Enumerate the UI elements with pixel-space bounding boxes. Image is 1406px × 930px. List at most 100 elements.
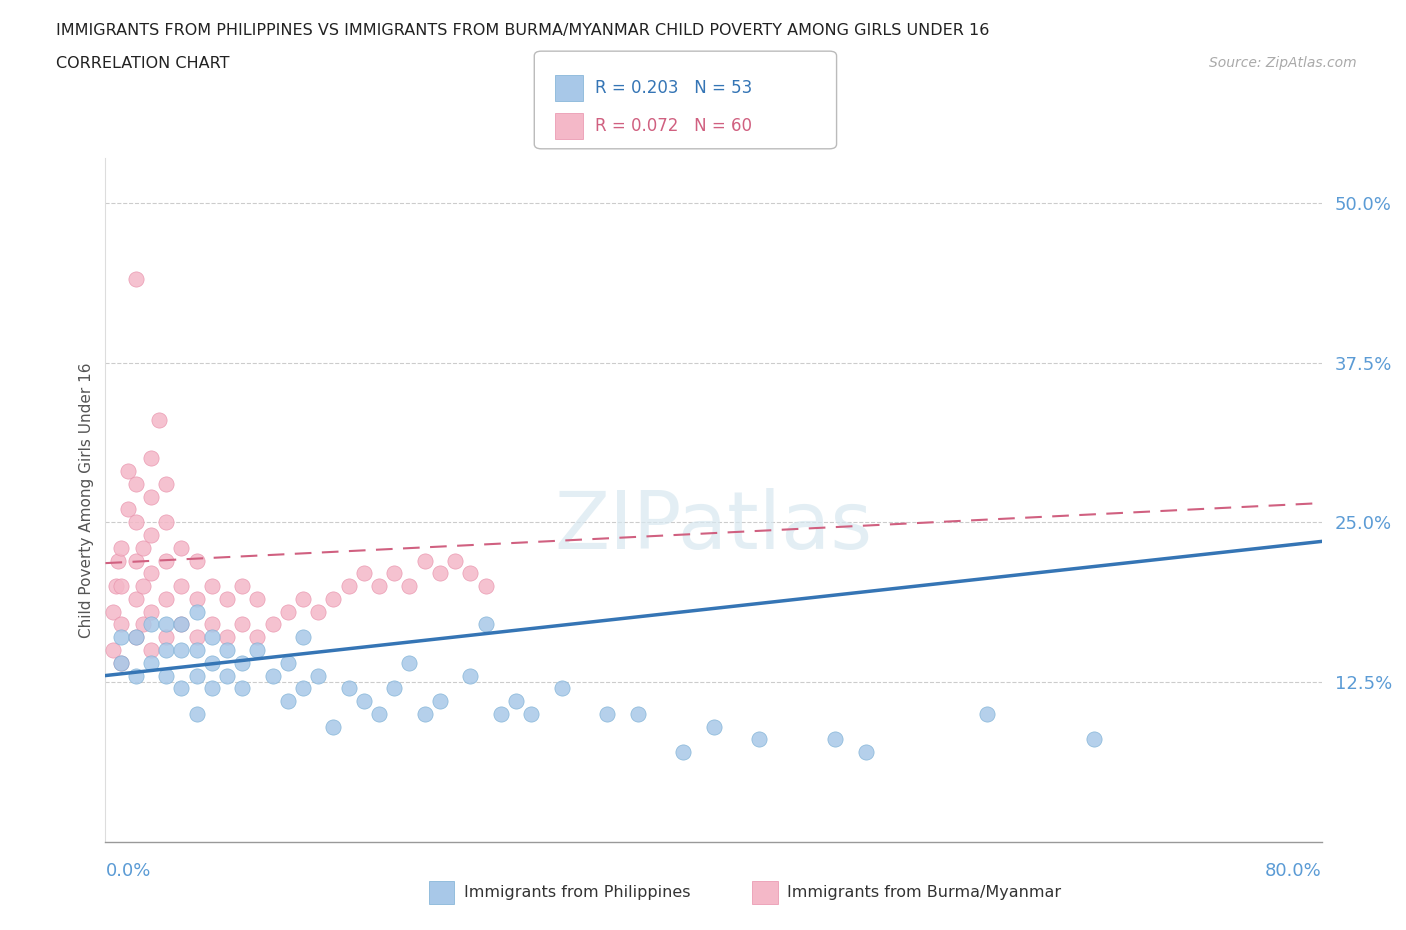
Point xyxy=(139,656,162,671)
Text: CORRELATION CHART: CORRELATION CHART xyxy=(56,56,229,71)
Point xyxy=(125,515,148,530)
Point xyxy=(148,413,170,428)
Point xyxy=(382,681,405,696)
Point xyxy=(139,565,162,580)
Point xyxy=(353,565,375,580)
Point xyxy=(429,694,451,709)
Y-axis label: Child Poverty Among Girls Under 16: Child Poverty Among Girls Under 16 xyxy=(79,362,94,638)
Point xyxy=(125,553,148,568)
Point xyxy=(117,464,139,479)
Point xyxy=(307,668,329,683)
Point xyxy=(307,604,329,619)
Point xyxy=(155,515,177,530)
Point xyxy=(322,591,344,606)
Point xyxy=(139,527,162,542)
Point xyxy=(110,540,132,555)
Point xyxy=(132,540,155,555)
Point xyxy=(246,630,269,644)
Point xyxy=(110,578,132,593)
Point xyxy=(262,668,284,683)
Point xyxy=(596,707,619,722)
Point xyxy=(550,681,572,696)
Point xyxy=(170,643,193,658)
Point xyxy=(292,681,315,696)
Point xyxy=(976,707,998,722)
Point xyxy=(125,272,148,287)
Point xyxy=(110,656,132,671)
Point xyxy=(337,681,360,696)
Point xyxy=(117,502,139,517)
Point xyxy=(170,617,193,631)
Point xyxy=(139,643,162,658)
Point xyxy=(125,630,148,644)
Point xyxy=(748,732,770,747)
Point xyxy=(444,553,467,568)
Point xyxy=(368,578,391,593)
Point xyxy=(413,707,436,722)
Point xyxy=(505,694,527,709)
Point xyxy=(139,604,162,619)
Point xyxy=(413,553,436,568)
Point xyxy=(170,617,193,631)
Point xyxy=(277,604,299,619)
Point xyxy=(155,553,177,568)
Point xyxy=(474,578,496,593)
Point xyxy=(186,630,208,644)
Point xyxy=(186,553,208,568)
Point xyxy=(217,630,239,644)
Point xyxy=(201,656,224,671)
Point xyxy=(231,656,253,671)
Text: IMMIGRANTS FROM PHILIPPINES VS IMMIGRANTS FROM BURMA/MYANMAR CHILD POVERTY AMONG: IMMIGRANTS FROM PHILIPPINES VS IMMIGRANT… xyxy=(56,23,990,38)
Point xyxy=(101,604,124,619)
Point xyxy=(155,630,177,644)
Point xyxy=(155,643,177,658)
Point xyxy=(101,643,124,658)
Point xyxy=(368,707,391,722)
Point xyxy=(110,617,132,631)
Text: ZIPatlas: ZIPatlas xyxy=(554,488,873,566)
Text: R = 0.072   N = 60: R = 0.072 N = 60 xyxy=(595,116,752,135)
Point xyxy=(125,630,148,644)
Point xyxy=(337,578,360,593)
Point xyxy=(398,578,420,593)
Point xyxy=(186,643,208,658)
Point xyxy=(520,707,543,722)
Point xyxy=(382,565,405,580)
Point xyxy=(139,489,162,504)
Point xyxy=(626,707,648,722)
Point xyxy=(107,553,129,568)
Point xyxy=(170,681,193,696)
Point xyxy=(231,681,253,696)
Point xyxy=(110,656,132,671)
Point xyxy=(231,578,253,593)
Point xyxy=(824,732,846,747)
Point xyxy=(186,668,208,683)
Point xyxy=(246,643,269,658)
Point xyxy=(672,745,695,760)
Point xyxy=(105,578,128,593)
Point xyxy=(125,476,148,491)
Point xyxy=(429,565,451,580)
Point xyxy=(217,591,239,606)
Point xyxy=(155,591,177,606)
Point xyxy=(292,591,315,606)
Point xyxy=(231,617,253,631)
Point xyxy=(702,719,725,734)
Point xyxy=(246,591,269,606)
Point xyxy=(489,707,512,722)
Point xyxy=(855,745,877,760)
Point xyxy=(125,668,148,683)
Point xyxy=(155,617,177,631)
Text: R = 0.203   N = 53: R = 0.203 N = 53 xyxy=(595,79,752,98)
Point xyxy=(217,668,239,683)
Point xyxy=(1083,732,1105,747)
Point xyxy=(262,617,284,631)
Point xyxy=(170,578,193,593)
Point xyxy=(458,565,481,580)
Point xyxy=(277,656,299,671)
Point xyxy=(277,694,299,709)
Point xyxy=(139,617,162,631)
Point xyxy=(186,591,208,606)
Text: 0.0%: 0.0% xyxy=(105,862,150,880)
Point xyxy=(201,630,224,644)
